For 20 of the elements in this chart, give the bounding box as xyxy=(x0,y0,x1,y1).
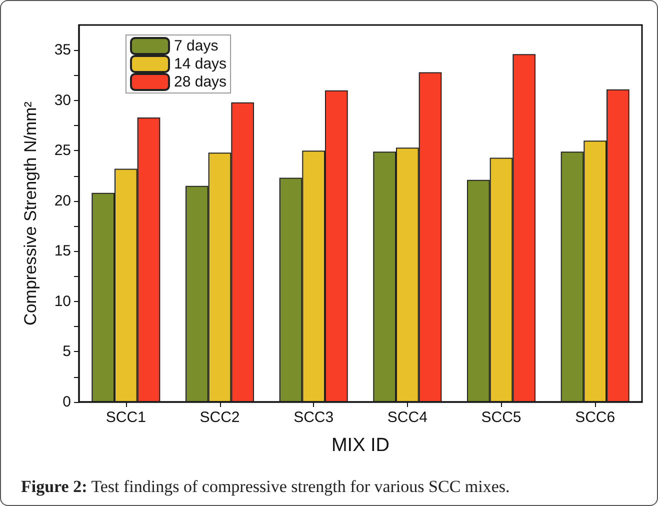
y-tick-label: 35 xyxy=(54,42,71,59)
y-tick-label: 20 xyxy=(54,192,71,210)
x-tick-label: SCC1 xyxy=(106,409,146,426)
legend-label: 14 days xyxy=(174,56,227,72)
x-tick-label: SCC3 xyxy=(294,409,334,426)
y-tick-label: 15 xyxy=(54,242,71,260)
y-tick-label: 5 xyxy=(62,343,71,360)
legend-label: 7 days xyxy=(174,38,218,54)
x-tick-label: SCC4 xyxy=(387,409,428,426)
x-axis-title: MIX ID xyxy=(331,435,390,456)
x-tick-label: SCC2 xyxy=(200,409,240,426)
y-tick-label: 10 xyxy=(54,292,71,310)
legend-label: 28 days xyxy=(174,74,227,90)
y-tick-label: 30 xyxy=(54,92,71,109)
y-tick-label: 0 xyxy=(62,394,71,410)
caption: Figure 2: Test findings of compressive strength for various SCC mixes. xyxy=(21,477,510,496)
x-tick-label: SCC6 xyxy=(575,409,616,426)
x-tick-label: SCC5 xyxy=(481,409,522,426)
y-tick-label: 25 xyxy=(54,142,71,160)
y-axis-title: Compressive Strength N/mm² xyxy=(21,101,40,326)
